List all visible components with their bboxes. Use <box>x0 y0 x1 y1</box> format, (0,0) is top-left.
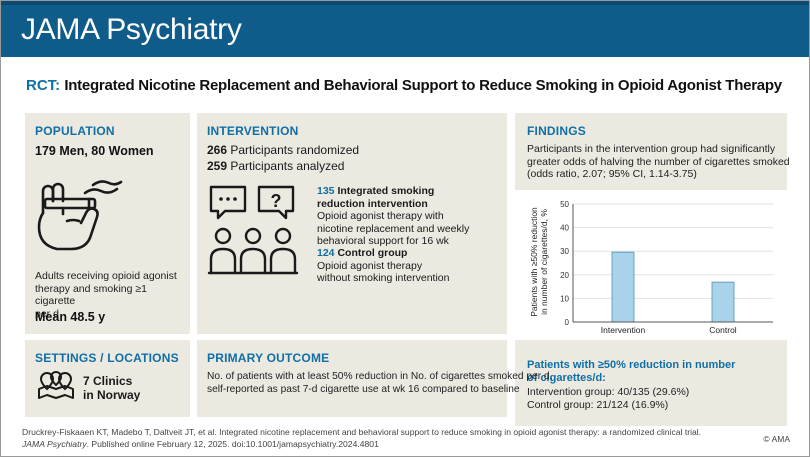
y-tick-label: 40 <box>560 224 569 233</box>
journal-header: JAMA Psychiatry <box>1 1 809 57</box>
bar-control <box>711 281 735 323</box>
bar-intervention <box>611 251 635 323</box>
group1-desc-line: nicotine replacement and weekly <box>317 222 470 235</box>
group2-desc-line: Opioid agonist therapy <box>317 259 423 272</box>
y-tick-label: 0 <box>565 318 570 327</box>
settings-line-1: 7 Clinics <box>83 374 133 388</box>
copyright: © AMA <box>763 434 790 444</box>
summary-title-line: of cigarettes/d: <box>527 372 606 384</box>
findings-text-line: greater odds of halving the number of ci… <box>527 155 790 168</box>
citation-line-1: Druckrey-Fiskaaen KT, Madebo T, Daltveit… <box>22 427 702 437</box>
settings-line-2: in Norway <box>83 388 141 402</box>
svg-text:?: ? <box>271 191 282 211</box>
hand-cigarette-icon <box>37 180 123 251</box>
analyzed-count: 259 Participants analyzed <box>207 159 344 173</box>
summary-title-line: Patients with ≥50% reduction in number <box>527 359 736 371</box>
group2-n: 124 <box>317 247 335 259</box>
settings-location: 7 Clinics in Norway <box>83 374 140 402</box>
intervention-heading: INTERVENTION <box>207 124 299 138</box>
population-heading: POPULATION <box>35 124 115 138</box>
intervention-group-1: 135 Integrated smoking reduction interve… <box>317 185 469 248</box>
citation-details: . Published online February 12, 2025. do… <box>86 439 379 449</box>
group2-title: Control group <box>337 247 408 259</box>
citation-line-2: JAMA Psychiatry. Published online Februa… <box>22 439 379 449</box>
x-tick-label: Intervention <box>601 325 646 335</box>
randomized-n: 266 <box>207 143 228 157</box>
findings-heading: FINDINGS <box>527 124 586 138</box>
outcome-text-line: No. of patients with at least 50% reduct… <box>207 371 553 382</box>
group1-title-b: reduction intervention <box>317 197 428 210</box>
map-pins-icon <box>38 371 74 399</box>
analyzed-n: 259 <box>207 159 228 173</box>
group-discussion-icon: ? <box>207 185 299 275</box>
randomized-count: 266 Participants randomized <box>207 143 359 157</box>
primary-outcome-heading: PRIMARY OUTCOME <box>207 351 330 365</box>
study-design-label: RCT: <box>26 77 61 94</box>
journal-title: JAMA Psychiatry <box>21 13 242 46</box>
findings-chart-area: 0 10 20 30 40 50 Intervention Control Patients … <box>515 190 787 340</box>
group1-title-line: 135 Integrated smoking <box>317 185 469 198</box>
y-axis-label-line-2: in number of cigarettes/d, % <box>539 209 549 315</box>
outcome-text-line: self-reported as past 7-d cigarette use … <box>207 383 520 395</box>
y-tick-label: 20 <box>560 271 569 280</box>
findings-text: Participants in the intervention group h… <box>527 143 790 181</box>
settings-panel: SETTINGS / LOCATIONS 7 Clinics in Norway <box>25 340 190 417</box>
group1-n: 135 <box>317 185 335 197</box>
summary-control: Control group: 21/124 (16.9%) <box>527 398 669 411</box>
group2-title-line: 124 Control group <box>317 247 450 260</box>
summary-intervention: Intervention group: 40/135 (29.6%) <box>527 386 690 398</box>
randomized-label: Participants randomized <box>230 143 360 157</box>
y-axis-label-line-1: Patients with ≥50% reduction <box>529 207 539 317</box>
y-tick-label: 30 <box>560 247 569 256</box>
population-desc-line: therapy and smoking ≥1 cigarette <box>35 282 147 308</box>
findings-text-line: Participants in the intervention group h… <box>527 143 776 155</box>
intervention-panel: INTERVENTION 266 Participants randomized… <box>197 113 507 334</box>
population-desc-line: Adults receiving opioid agonist <box>35 270 177 282</box>
group2-desc-line: without smoking intervention <box>317 272 450 284</box>
population-desc-line: per d <box>35 307 59 320</box>
bar-chart: 0 10 20 30 40 50 Intervention Control Patients … <box>529 200 773 335</box>
population-mean-age: Mean 48.5 y <box>35 310 106 324</box>
header-top-line <box>1 1 809 5</box>
y-tick-label: 10 <box>560 294 569 303</box>
x-tick-label: Control <box>709 325 737 335</box>
group1-desc-line: behavioral support for 16 wk <box>317 235 449 247</box>
citation-journal: JAMA Psychiatry <box>22 439 87 449</box>
findings-summary-title: Patients with ≥50% reduction in number o… <box>527 359 735 385</box>
analyzed-label: Participants analyzed <box>230 159 345 173</box>
primary-outcome-panel: PRIMARY OUTCOME No. of patients with at … <box>197 340 552 417</box>
settings-heading: SETTINGS / LOCATIONS <box>35 351 179 365</box>
findings-summary: Intervention group: 40/135 (29.6%) Contr… <box>527 386 689 411</box>
intervention-group-2: 124 Control group Opioid agonist therapy… <box>317 247 450 285</box>
study-title-text: Integrated Nicotine Replacement and Beha… <box>64 77 782 94</box>
population-counts: 179 Men, 80 Women <box>35 144 154 158</box>
findings-text-line: (odds ratio, 2.07; 95% CI, 1.14-3.75) <box>527 168 697 180</box>
population-description: Adults receiving opioid agonist therapy … <box>35 270 190 320</box>
study-title: RCT: Integrated Nicotine Replacement and… <box>26 77 796 94</box>
group1-desc-line: Opioid agonist therapy with <box>317 210 444 222</box>
group1-title-a: Integrated smoking <box>337 185 435 197</box>
primary-outcome-text: No. of patients with at least 50% reduct… <box>207 371 552 396</box>
population-panel: POPULATION 179 Men, 80 Women Adults rece… <box>25 113 190 334</box>
y-tick-label: 50 <box>560 200 569 209</box>
